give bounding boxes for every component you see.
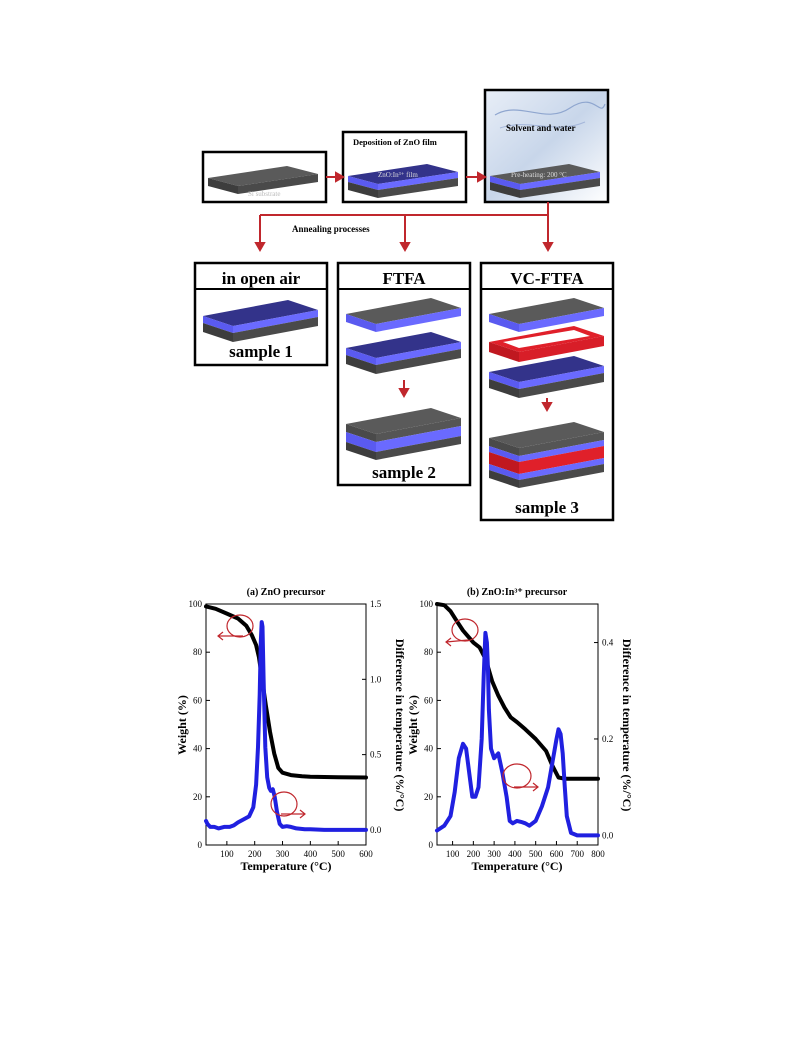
zno-film-label: ZnO:In³⁺ film: [378, 171, 418, 179]
chart-b-tga-line: [435, 602, 600, 781]
chart-b-dta-line: [435, 630, 600, 838]
process-schematic: Si substrate Deposition of ZnO film ZnO:…: [193, 88, 615, 522]
sample3-stack: [489, 422, 604, 488]
chart-b-xtick-label: 100: [446, 849, 460, 859]
chart-a-xtick-label: 200: [248, 849, 262, 859]
ftfa-top-substrate: [346, 298, 461, 332]
sample1-stack: [203, 300, 318, 342]
chart-b-ytick-label: 0: [429, 840, 434, 850]
chart-b-ytick-label: 20: [424, 792, 434, 802]
sample3-label: sample 3: [515, 498, 579, 517]
chart-a-xtick-label: 100: [220, 849, 234, 859]
chart-b-ylabel: Weight (%): [406, 695, 420, 755]
sample2-label: sample 2: [372, 463, 436, 482]
preheat-film-stack: [490, 164, 600, 198]
chart-a-y2tick-label: 1.0: [370, 674, 382, 684]
chart-a-ytick-label: 80: [193, 647, 203, 657]
chart-a-ytick-label: 60: [193, 695, 203, 705]
chart-a-y2tick-label: 0.5: [370, 750, 382, 760]
chart-a-y2label: Difference in temperature (%/°C): [393, 639, 407, 812]
chart-b-xtick-label: 800: [591, 849, 605, 859]
vc-top-substrate: [489, 298, 604, 332]
ftfa-bottom-film: [346, 332, 461, 374]
vc-ftfa-title: VC-FTFA: [510, 269, 584, 288]
chart-a-ylabel: Weight (%): [175, 695, 189, 755]
vapor-swirl: [494, 101, 606, 116]
chart-b-xtick-label: 300: [487, 849, 501, 859]
chart-b-xlabel: Temperature (°C): [471, 859, 562, 873]
chart-b-plot-area: [436, 603, 599, 846]
chart-b-xtick-label: 400: [508, 849, 522, 859]
chart-a-annotations: [217, 614, 306, 819]
sample2-stack: [346, 408, 461, 460]
flow-arrows: [254, 171, 554, 253]
chart-b-y2tick-label: 0.0: [602, 830, 614, 840]
deposition-title: Deposition of ZnO film: [353, 137, 437, 147]
sample1-label: sample 1: [229, 342, 293, 361]
vc-ftfa-arrow: [541, 398, 553, 413]
chart-b-xtick-label: 700: [570, 849, 584, 859]
preheating-label: Pre-heating: 200 °C: [511, 171, 567, 179]
annealing-label: Annealing processes: [292, 224, 370, 234]
chart-b-ytick-label: 40: [424, 744, 434, 754]
si-substrate-stack: [208, 166, 318, 194]
ftfa-arrow: [398, 380, 410, 399]
tga-dta-charts: (a) ZnO precursor 100 200 300 400 500 6000204…: [175, 587, 634, 873]
chart-a-plot-area: [205, 603, 367, 846]
chart-b: (b) ZnO:In³⁺ precursor 100 200 300 400 500 60…: [406, 587, 634, 873]
chart-a-xtick-label: 400: [304, 849, 318, 859]
open-air-title: in open air: [222, 269, 301, 288]
chart-b-annotations: [445, 618, 539, 792]
chart-b-ytick-label: 60: [424, 695, 434, 705]
chart-a-y2tick-label: 1.5: [370, 599, 382, 609]
chart-a-y2tick-label: 0.0: [370, 825, 382, 835]
chart-a-dta-line: [204, 620, 368, 832]
chart-b-xtick-label: 200: [467, 849, 481, 859]
chart-a: (a) ZnO precursor 100 200 300 400 500 600 0 20 4…: [175, 587, 407, 873]
si-substrate-label: Si substrate: [248, 190, 280, 198]
chart-a-xtick-label: 500: [331, 849, 345, 859]
chart-b-ytick-label: 100: [420, 599, 434, 609]
chart-a-ytick-label: 0: [198, 840, 203, 850]
chart-b-xtick-label: 600: [550, 849, 564, 859]
chart-a-ytick-label: 100: [189, 599, 203, 609]
chart-b-ytick-label: 80: [424, 647, 434, 657]
chart-a-xlabel: Temperature (°C): [240, 859, 331, 873]
chart-b-xtick-label: 500: [529, 849, 543, 859]
chart-a-title: (a) ZnO precursor: [247, 587, 326, 598]
chart-b-y2tick-label: 0.2: [602, 734, 613, 744]
chart-a-tga-line: [204, 604, 368, 780]
chart-b-y2tick-label: 0.4: [602, 638, 614, 648]
chart-a-xtick-label: 600: [359, 849, 373, 859]
vc-spacer-frame: [489, 326, 604, 362]
chart-a-ytick-label: 40: [193, 744, 203, 754]
zno-film-stack: [348, 164, 458, 198]
chart-a-ytick-label: 20: [193, 792, 203, 802]
chart-a-xtick-label: 300: [276, 849, 290, 859]
vc-bottom-film: [489, 356, 604, 398]
chart-b-title: (b) ZnO:In³⁺ precursor: [467, 587, 568, 598]
ftfa-title: FTFA: [382, 269, 426, 288]
chart-b-y2label: Difference in temperature (%/°C): [620, 639, 634, 812]
solvent-water-label: Solvent and water: [506, 123, 576, 133]
